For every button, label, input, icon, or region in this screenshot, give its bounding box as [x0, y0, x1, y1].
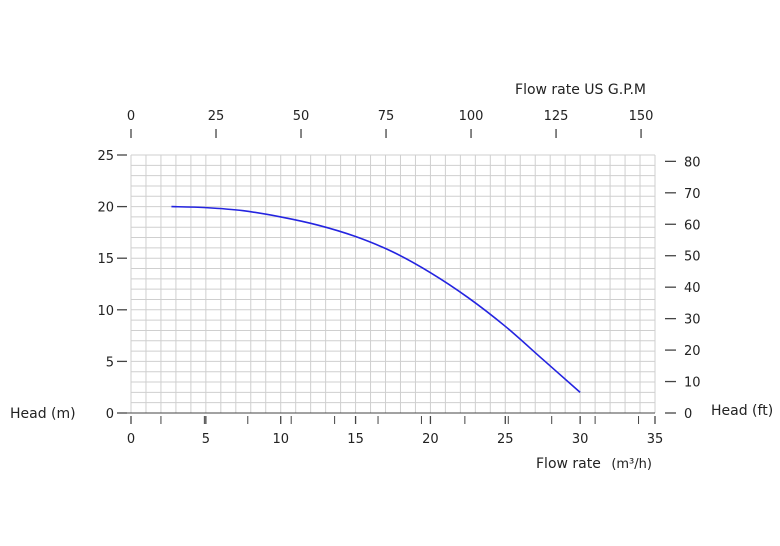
x-axis-tick-label: 5	[202, 432, 210, 447]
pump-curve-line	[171, 205, 581, 393]
top-axis-tick-label: 25	[208, 109, 225, 124]
y-left-axis-tick-label: 15	[97, 252, 114, 267]
y-left-axis-tick-label: 10	[97, 304, 114, 319]
x-axis-tick-label: 10	[272, 432, 289, 447]
x-axis-tick-label: 20	[422, 432, 439, 447]
top-axis-tick-label: 100	[459, 109, 484, 124]
y-right-axis-tick-label: 80	[684, 155, 701, 170]
y-right-axis-tick-label: 60	[684, 218, 701, 233]
y-left-axis-tick-label: 25	[97, 149, 114, 164]
x-axis-tick-label: 15	[347, 432, 364, 447]
y-right-axis-tick-label: 10	[684, 376, 701, 391]
y-right-axis-tick-label: 0	[684, 407, 692, 422]
y-right-axis-tick-label: 30	[684, 313, 701, 328]
series-layer	[171, 205, 581, 393]
y-left-axis-tick-label: 20	[97, 201, 114, 216]
top-axis-tick-label: 0	[127, 109, 135, 124]
x-axis-title-name: Flow rate	[536, 456, 601, 472]
left-axis-title: Head (m)	[10, 406, 76, 422]
y-left-axis-tick-label: 0	[106, 407, 114, 422]
x-axis-tick-label: 25	[497, 432, 514, 447]
y-right-axis-tick-label: 40	[684, 281, 701, 296]
top-axis-tick-label: 75	[378, 109, 395, 124]
x-axis-tick-label: 35	[647, 432, 664, 447]
x-axis-title: Flow rate (m³/h)	[536, 456, 652, 472]
x-axis-tick-label: 30	[572, 432, 589, 447]
axes: 0 5 10 15 20 25 30 350 25 50 75 100 125 1500510152025…	[97, 109, 700, 447]
grid	[130, 154, 656, 414]
x-axis-title-unit: (m³/h)	[611, 457, 652, 472]
top-axis-title: Flow rate US G.P.M	[515, 82, 646, 98]
top-axis-tick-label: 150	[629, 109, 654, 124]
y-right-axis-tick-label: 20	[684, 344, 701, 359]
top-axis-tick-label: 50	[293, 109, 310, 124]
top-axis-tick-label: 125	[544, 109, 569, 124]
y-left-axis-tick-label: 5	[106, 355, 114, 370]
y-right-axis-tick-label: 50	[684, 250, 701, 265]
x-axis-tick-label: 0	[127, 432, 135, 447]
right-axis-title: Head (ft)	[711, 403, 773, 419]
y-right-axis-tick-label: 70	[684, 187, 701, 202]
